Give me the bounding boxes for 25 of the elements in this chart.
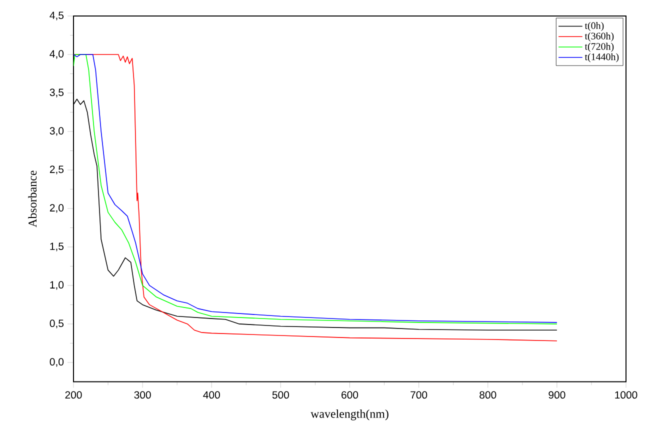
legend-label: t(1440h) — [584, 53, 619, 62]
x-axis-title: wavelength(nm) — [310, 409, 388, 420]
y-axis-title: Absorbance — [28, 170, 37, 228]
y-tick-label: 1,5 — [50, 242, 64, 252]
x-tick-label: 900 — [548, 391, 566, 399]
x-tick-label: 800 — [480, 391, 496, 399]
x-tick-label: 300 — [134, 391, 151, 399]
y-tick-label: 0,5 — [50, 320, 64, 328]
y-tick-label: 0,0 — [50, 358, 64, 367]
x-tick-label: 500 — [272, 391, 289, 399]
y-tick-label: 2,5 — [50, 166, 64, 174]
legend-label: t(360h) — [584, 32, 614, 42]
y-tick-label: 1,0 — [50, 281, 64, 290]
y-tick-label: 3,5 — [50, 88, 64, 98]
x-tick-label: 700 — [410, 391, 428, 399]
y-tick-label: 2,0 — [50, 204, 64, 213]
legend-label: t(720h) — [584, 42, 614, 52]
y-tick-label: 3,0 — [50, 127, 64, 136]
x-tick-label: 1000 — [615, 391, 638, 399]
y-tick-label: 4,5 — [50, 12, 64, 20]
x-tick-label: 400 — [203, 391, 220, 399]
x-tick-label: 600 — [342, 391, 358, 399]
x-tick-label: 200 — [65, 391, 82, 399]
legend-label: t(0h) — [584, 22, 604, 32]
y-tick-label: 4,0 — [50, 50, 64, 59]
